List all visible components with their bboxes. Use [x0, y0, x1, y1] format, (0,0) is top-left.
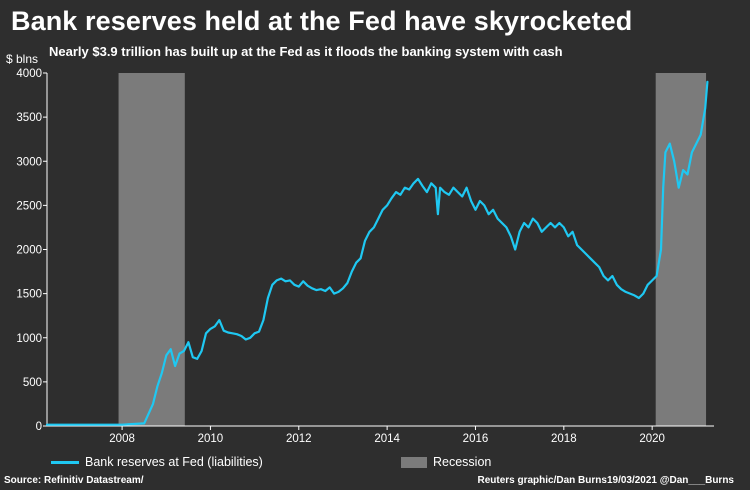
x-tick-label-2020: 2020 — [639, 433, 665, 445]
axes: 0 500 1000 1500 2000 2500 3000 3500 4000 2008 2010… — [16, 68, 714, 445]
chart-subtitle: Nearly $3.9 trillion has built up at the… — [49, 44, 563, 59]
x-tick-label-2010: 2010 — [198, 433, 224, 445]
legend-item-reserves: Bank reserves at Fed (liabilities) — [51, 455, 263, 469]
source-note: Source: Refinitiv Datastream/ — [4, 475, 144, 486]
y-axis-label: $ blns — [6, 52, 39, 66]
y-tick-label-1500: 1500 — [16, 289, 42, 301]
recession-band-1 — [118, 73, 185, 426]
legend-label-reserves: Bank reserves at Fed (liabilities) — [85, 455, 263, 469]
chart-title: Bank reserves held at the Fed have skyro… — [11, 6, 633, 36]
x-tick-label-2008: 2008 — [109, 433, 135, 445]
y-tick-label-500: 500 — [23, 377, 42, 389]
series-layer — [45, 80, 709, 426]
y-tick-label-1000: 1000 — [16, 333, 42, 345]
legend-box-swatch — [401, 457, 427, 469]
recession-bands — [118, 73, 707, 426]
series-line-reserves — [45, 80, 709, 426]
y-tick-label-2000: 2000 — [16, 245, 42, 257]
x-tick-label-2012: 2012 — [286, 433, 312, 445]
y-tick-label-3500: 3500 — [16, 112, 42, 124]
legend-line-swatch — [51, 461, 79, 465]
credit-note: Reuters graphic/Dan Burns19/03/2021 @Dan… — [477, 475, 734, 486]
recession-band-2 — [655, 73, 707, 426]
x-tick-label-2018: 2018 — [551, 433, 577, 445]
y-tick-label-2500: 2500 — [16, 200, 42, 212]
y-tick-label-4000: 4000 — [16, 68, 42, 80]
legend-label-recession: Recession — [433, 455, 492, 469]
y-tick-label-0: 0 — [36, 421, 42, 433]
y-tick-label-3000: 3000 — [16, 156, 42, 168]
legend-item-recession: Recession — [401, 455, 491, 469]
x-tick-label-2014: 2014 — [374, 433, 400, 445]
x-tick-label-2016: 2016 — [463, 433, 489, 445]
